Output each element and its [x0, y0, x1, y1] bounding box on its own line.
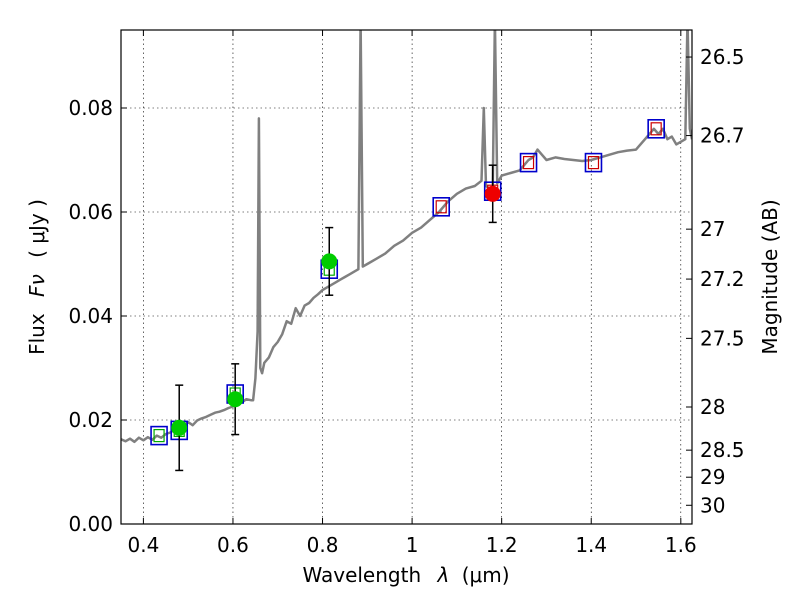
x-tick-label: 1 — [406, 533, 419, 557]
model-square-outer-7 — [584, 152, 603, 173]
grid-lines — [121, 30, 692, 524]
x-tick-label: 1.4 — [575, 533, 607, 557]
y-axis-label-symbol: Fν — [25, 274, 49, 297]
observation-point-4 — [484, 185, 501, 202]
observation-point-1 — [171, 419, 188, 436]
model-square-outer-8 — [647, 119, 665, 139]
mag-tick-label: 26.7 — [700, 124, 745, 148]
y-tick-label: 0.02 — [68, 408, 113, 432]
model-square-outer-0 — [150, 425, 168, 446]
mag-tick-label: 28.5 — [700, 438, 745, 462]
y-axis-label: Flux Fν ( μJy ) — [25, 199, 49, 355]
x-tick-label: 0.6 — [217, 533, 249, 557]
mag-tick-label: 28 — [700, 395, 725, 419]
mag-tick-label: 27.5 — [700, 326, 745, 350]
model-spectrum — [121, 30, 692, 444]
x-axis-label: Wavelength λ (μm) — [302, 563, 509, 587]
observation-points — [171, 185, 501, 436]
model-square-inner-6 — [522, 156, 535, 170]
axis-ticks: 0.4 0.6 0.8 1 1.2 1.4 1.6 0.00 0.02 0.04 0.06 0.08 2… — [68, 30, 745, 557]
model-spectrum-line — [121, 30, 692, 444]
y-tick-label: 0.08 — [68, 96, 113, 120]
y-axis-label-text: Flux — [25, 313, 49, 355]
x-tick-label: 0.4 — [127, 533, 159, 557]
observation-point-3 — [321, 253, 338, 270]
mag-tick-label: 29 — [700, 465, 725, 489]
y-axis-label-unit: ( μJy ) — [25, 199, 49, 258]
x-tick-label: 1.6 — [665, 533, 697, 557]
y-tick-label: 0.06 — [68, 200, 113, 224]
model-square-outer-6 — [519, 152, 538, 173]
model-square-outer-4 — [432, 197, 451, 217]
y-tick-label: 0.04 — [68, 304, 113, 328]
x-tick-label: 0.8 — [307, 533, 339, 557]
mag-tick-label: 26.5 — [700, 45, 745, 69]
x-axis-label-symbol: λ — [437, 563, 450, 587]
model-square-inner-0 — [153, 429, 165, 443]
observation-point-2 — [227, 391, 244, 408]
x-axis-label-unit: (μm) — [462, 563, 510, 587]
model-square-inner-7 — [587, 156, 600, 170]
magnitude-axis-label: Magnitude (AB) — [758, 199, 782, 354]
model-square-inner-4 — [435, 200, 447, 214]
plot-frame — [120, 29, 693, 525]
mag-tick-label: 30 — [700, 493, 725, 517]
y-tick-label: 0.00 — [68, 512, 113, 536]
mag-tick-label: 27 — [700, 217, 725, 241]
x-axis-label-text: Wavelength — [302, 563, 421, 587]
x-tick-label: 1.2 — [486, 533, 518, 557]
mag-tick-label: 27.2 — [700, 267, 745, 291]
model-square-inner-8 — [650, 122, 662, 136]
